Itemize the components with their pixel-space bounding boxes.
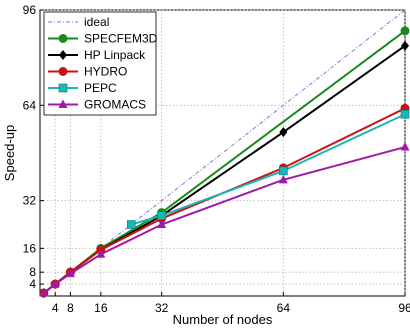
x-tick-label: 4 <box>52 301 59 315</box>
data-point-pepc <box>126 220 136 229</box>
legend-label-pepc: PEPC <box>84 81 117 95</box>
data-point-gromacs <box>96 249 106 258</box>
legend-box <box>43 11 157 116</box>
data-point-hp-linpack <box>401 40 409 51</box>
data-point-gromacs <box>50 279 60 288</box>
data-point-gromacs <box>278 174 288 184</box>
x-tick-label: 96 <box>398 301 410 315</box>
legend-label-hp-linpack: HP Linpack <box>84 48 146 62</box>
data-point-pepc <box>400 109 410 119</box>
series-line-ideal <box>39 9 406 297</box>
series-group <box>39 9 410 299</box>
y-tick-label: 96 <box>23 3 37 17</box>
data-point-pepc <box>157 211 166 220</box>
y-tick-label: 64 <box>23 98 37 112</box>
legend-label-ideal: ideal <box>84 15 109 29</box>
data-point-hp-linpack <box>279 127 288 138</box>
data-point-specfem3d <box>400 26 410 36</box>
legend: ideal SPECFEM3D HP Linpack HYDRO PEPC GROMACS <box>43 11 158 116</box>
y-axis-label: Speed-up <box>2 125 17 181</box>
legend-label-specfem3d: SPECFEM3D <box>84 32 158 46</box>
data-point-gromacs <box>65 268 75 278</box>
legend-marker-gromacs <box>58 99 68 108</box>
y-tick-label: 8 <box>29 265 36 279</box>
legend-label-hydro: HYDRO <box>84 65 127 79</box>
series-line-pepc <box>130 113 406 226</box>
x-tick-label: 64 <box>277 301 291 315</box>
legend-marker-pepc <box>58 83 68 93</box>
legend-marker-specfem3d <box>58 34 68 43</box>
y-tick-label: 4 <box>29 277 36 291</box>
series-gromacs <box>39 142 410 297</box>
x-tick-label: 32 <box>155 301 169 315</box>
legend-marker-hydro <box>58 67 68 76</box>
x-tick-label: 16 <box>94 301 108 315</box>
legend-label-gromacs: GROMACS <box>84 98 146 112</box>
data-point-gromacs <box>157 219 167 228</box>
legend-marker-hp-linpack <box>59 50 67 60</box>
data-point-pepc <box>279 166 288 176</box>
x-tick-label: 8 <box>67 301 74 315</box>
x-axis-label: Number of nodes <box>173 312 273 327</box>
data-point-gromacs <box>39 288 49 297</box>
y-tick-label: 16 <box>23 241 37 255</box>
y-tick-label: 32 <box>23 194 37 208</box>
series-ideal <box>39 9 406 297</box>
data-point-gromacs <box>400 142 410 151</box>
